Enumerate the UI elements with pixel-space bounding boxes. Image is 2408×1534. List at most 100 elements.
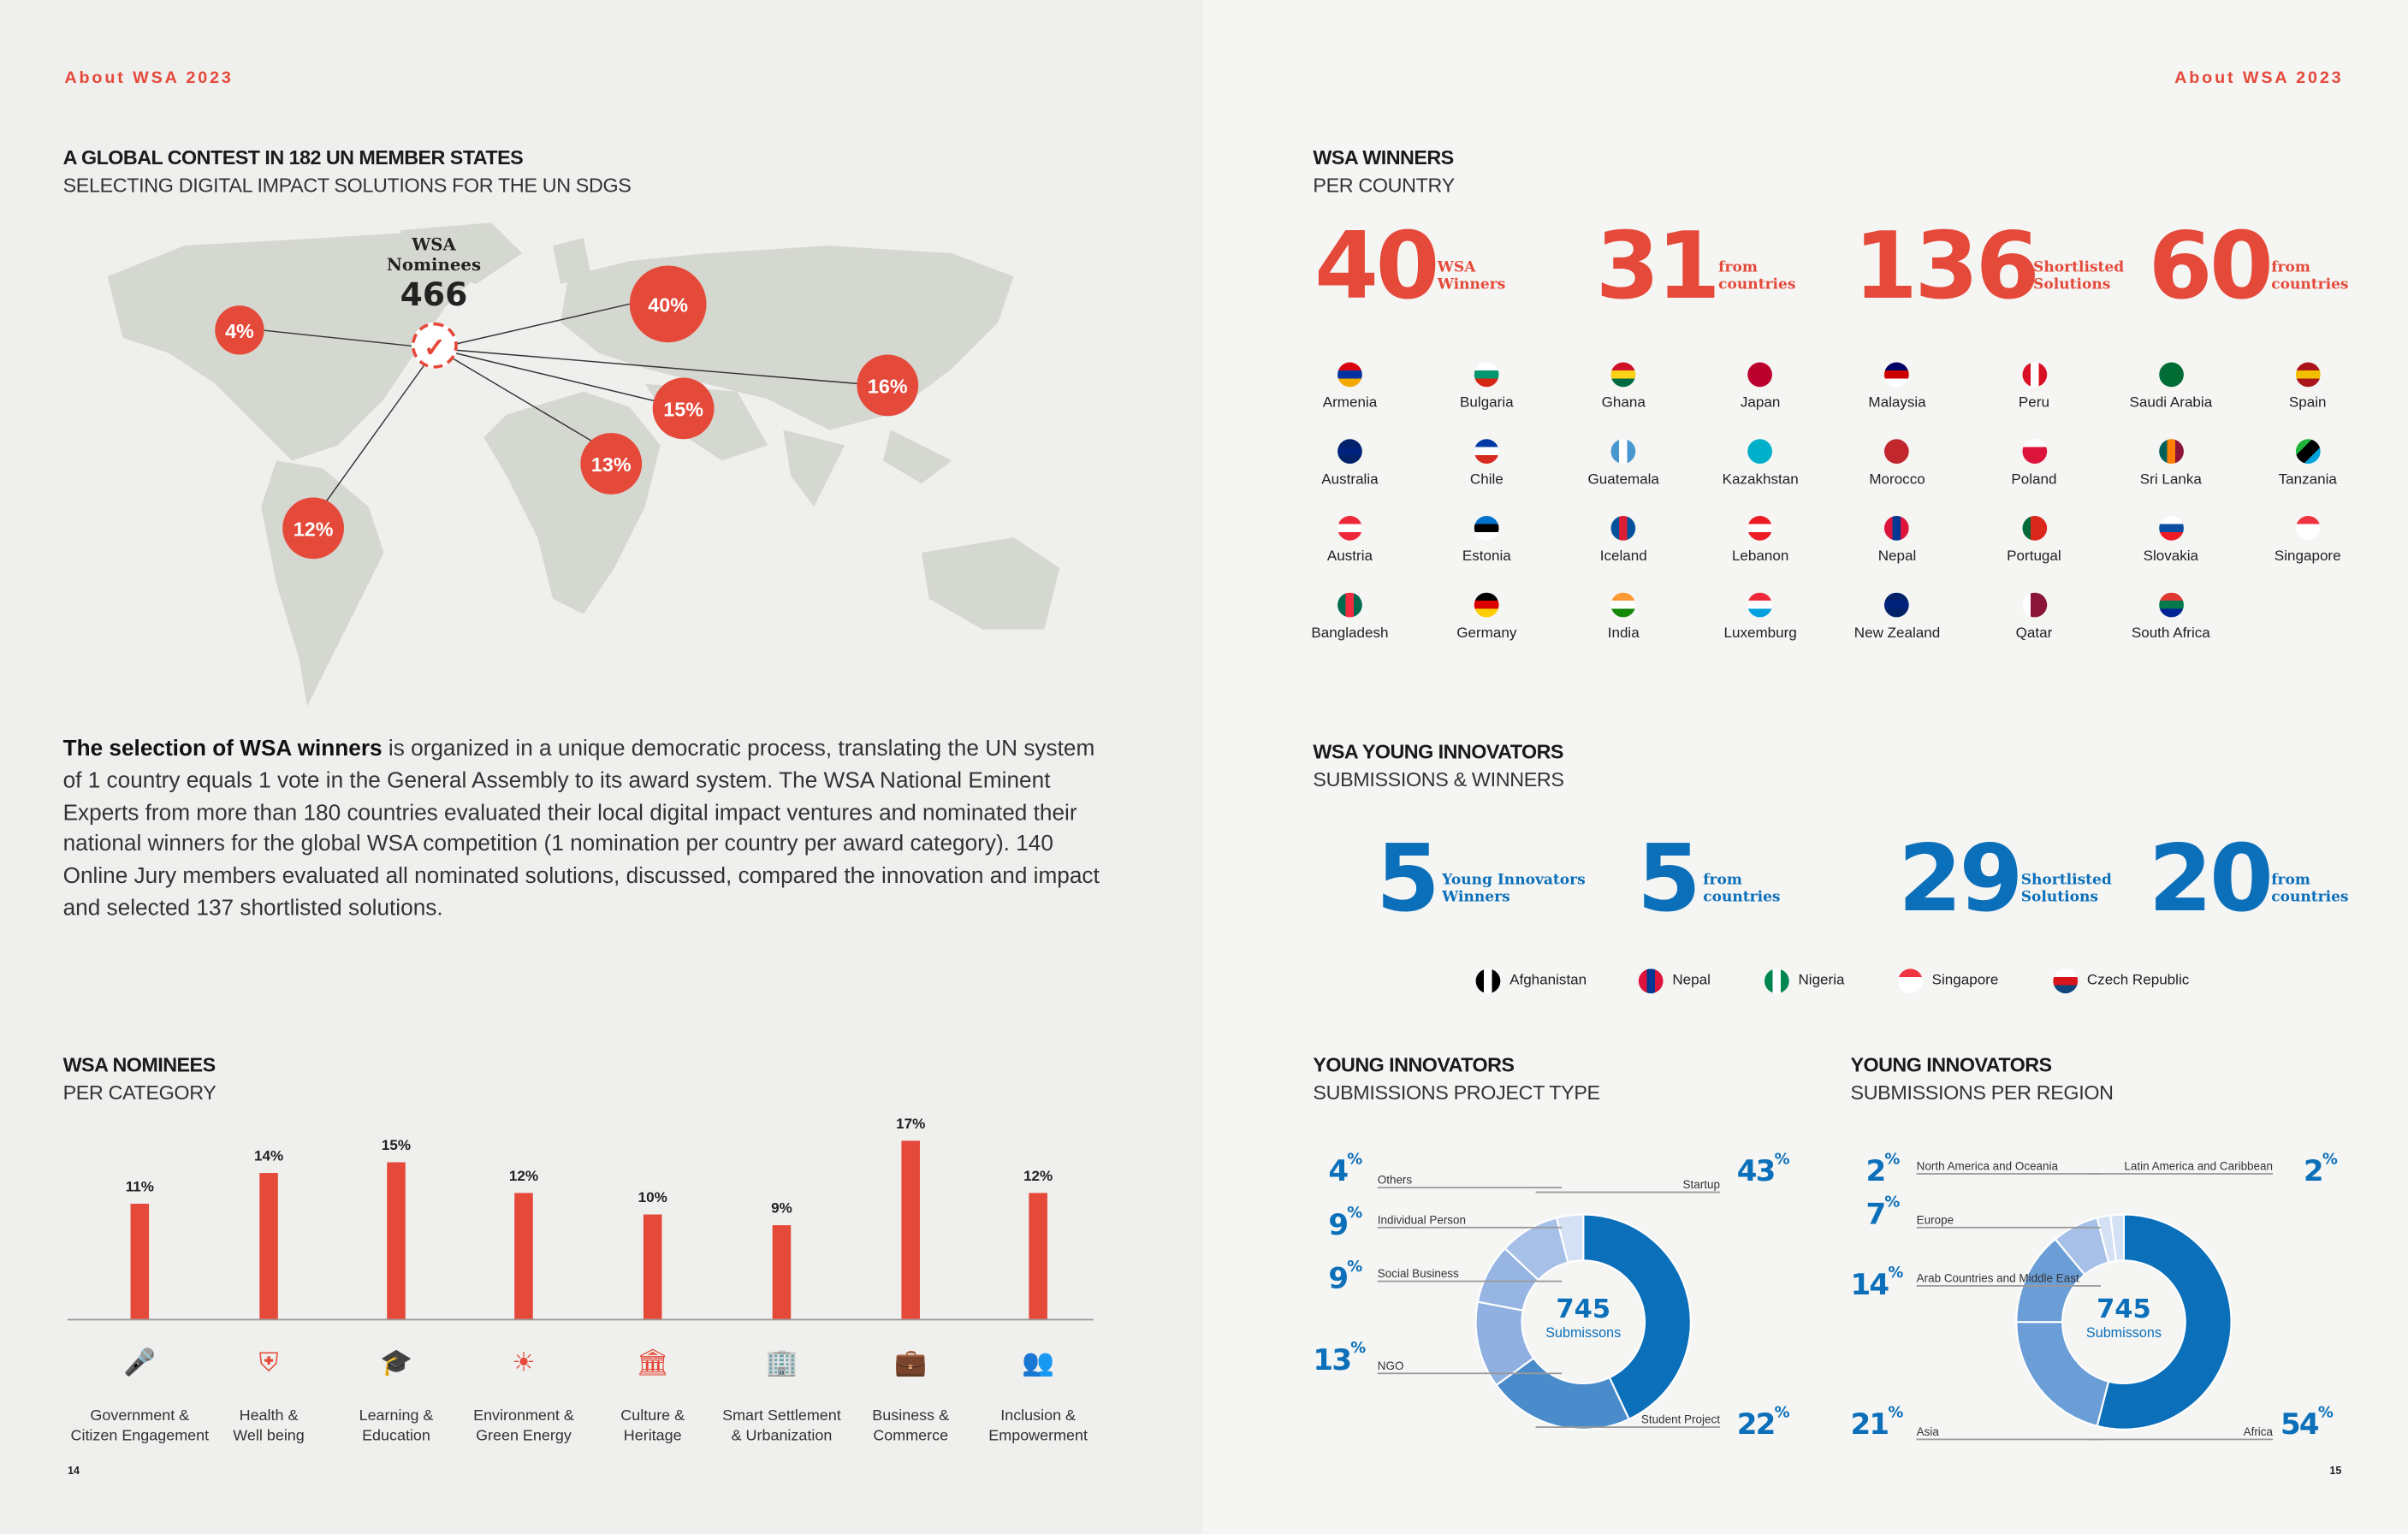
young-title: WSA YOUNG INNOVATORS — [1313, 739, 1563, 763]
paragraph-bold: The selection of WSA winners — [62, 737, 383, 762]
bar — [514, 1193, 533, 1319]
stat-label-line: Solutions — [2020, 889, 2098, 906]
country-name: Australia — [1321, 471, 1379, 489]
stat-label-line: Winners — [1437, 276, 1506, 293]
flag-estonia-icon — [1474, 515, 1499, 541]
donut-pct: 4% — [1328, 1152, 1362, 1189]
country-name: Kazakhstan — [1722, 471, 1799, 489]
country-name: Singapore — [2274, 548, 2341, 566]
country-name: Qatar — [2015, 625, 2053, 643]
donut-pct: 2% — [2304, 1151, 2338, 1188]
category-label-line: & Urbanization — [731, 1427, 833, 1444]
flag-japan-icon — [1747, 362, 1773, 388]
country-name: Slovakia — [2143, 548, 2199, 566]
country-name: Nepal — [1672, 971, 1711, 989]
page-subtitle: SELECTING DIGITAL IMPACT SOLUTIONS FOR T… — [62, 173, 632, 197]
bar-label: 15% — [381, 1137, 412, 1155]
people-check-icon: 👥 — [1022, 1347, 1055, 1377]
donut-pct: 9% — [1328, 1205, 1362, 1242]
flag-nepal-icon — [1884, 515, 1910, 541]
bar-label: 11% — [125, 1179, 154, 1197]
flag-czech-republic-icon — [2053, 968, 2079, 994]
percent-sign: % — [2322, 1151, 2338, 1169]
flag-germany-icon — [1474, 592, 1499, 618]
category-label-line: Business & — [872, 1407, 950, 1425]
region-pct-north-america: 4% — [215, 305, 264, 355]
nominees-subtitle: PER CATEGORY — [62, 1081, 216, 1105]
category-label: Culture & Heritage — [576, 1408, 729, 1447]
page-number: 14 — [67, 1466, 80, 1478]
country-name: Armenia — [1322, 394, 1378, 412]
briefcase-icon: 💼 — [894, 1347, 928, 1377]
flag-qatar-icon — [2021, 592, 2047, 618]
region-pct-latin-america: 12% — [282, 497, 344, 560]
country-name: Afghanistan — [1509, 971, 1587, 989]
category-label-line: Government & — [90, 1407, 190, 1425]
section-header: About WSA 2023 — [2174, 68, 2344, 88]
flag-slovakia-icon — [2158, 515, 2184, 541]
country-name: Guatemala — [1587, 471, 1659, 489]
category-label: Environment & Green Energy — [447, 1408, 600, 1447]
donut-pct-value: 4 — [1328, 1154, 1349, 1189]
country-name: Ghana — [1601, 394, 1646, 412]
flag-new-zealand-icon — [1884, 592, 1910, 618]
right-page: About WSA 2023 WSA WINNERS PER COUNTRY 4… — [1202, 0, 2408, 1534]
donut-pct: 54% — [2280, 1405, 2334, 1442]
flag-saudi-arabia-icon — [2158, 362, 2184, 388]
category-label: Government & Citizen Engagement — [63, 1408, 216, 1447]
percent-sign: % — [1347, 1205, 1362, 1223]
country-name: Iceland — [1599, 548, 1647, 566]
flag-singapore-icon — [1898, 968, 1923, 994]
stat-label-line: from — [1703, 872, 1742, 890]
flag-nepal-icon — [1638, 968, 1664, 994]
donut-slice-label: Social Business — [1377, 1267, 1563, 1282]
flag-austria-icon — [1337, 515, 1362, 541]
young-subtitle: SUBMISSIONS & WINNERS — [1313, 767, 1564, 791]
category-label-line: Citizen Engagement — [70, 1427, 210, 1444]
donut-pct: 7% — [1865, 1194, 1900, 1231]
stat-label: Shortlisted Solutions — [2021, 872, 2112, 905]
flag-nigeria-icon — [1764, 968, 1789, 994]
stat-label-line: Shortlisted — [2020, 872, 2112, 890]
country-name: Morocco — [1869, 471, 1925, 489]
stat-label: from countries — [2271, 259, 2348, 293]
stat-label-line: Young Innovators — [1442, 872, 1586, 890]
flag-lebanon-icon — [1747, 515, 1773, 541]
bar-label: 12% — [508, 1169, 539, 1187]
flag-poland-icon — [2021, 439, 2047, 464]
category-label-line: Health & — [239, 1407, 299, 1425]
donut-slice — [2108, 1213, 2126, 1263]
country-name: Tanzania — [2278, 471, 2337, 489]
donut-center-value: 745 — [1556, 1294, 1611, 1325]
paragraph-text: is organized in a unique democratic proc… — [62, 737, 1100, 921]
stat-label-line: from — [2271, 872, 2310, 890]
flag-luxemburg-icon — [1747, 592, 1773, 618]
stat-label-line: countries — [1718, 276, 1796, 293]
category-label: Business & Commerce — [833, 1408, 987, 1447]
percent-sign: % — [1884, 1151, 1900, 1169]
donut-slice-label: Africa — [2088, 1424, 2274, 1441]
country-name: Lebanon — [1731, 548, 1789, 566]
country-name: Sri Lanka — [2139, 471, 2202, 489]
flag-iceland-icon — [1610, 515, 1636, 541]
flag-morocco-icon — [1884, 439, 1910, 464]
bar-baseline — [67, 1318, 1094, 1321]
country-name: Estonia — [1462, 548, 1511, 566]
stat-label-line: from — [2271, 259, 2310, 277]
donut-slice-label: Startup — [1535, 1177, 1720, 1193]
bar — [772, 1224, 792, 1319]
donut-pct: 9% — [1328, 1259, 1362, 1296]
category-label-line: Empowerment — [988, 1427, 1088, 1444]
stat-value: 5 — [1637, 826, 1701, 934]
podium-icon: 🎤 — [123, 1347, 157, 1377]
country-name: Austria — [1326, 548, 1373, 566]
donut-slice-label: Latin America and Caribbean — [2088, 1159, 2274, 1175]
flag-armenia-icon — [1337, 362, 1362, 388]
flag-india-icon — [1610, 592, 1636, 618]
category-label: Learning & Education — [319, 1408, 472, 1447]
nominees-label: WSA — [412, 234, 456, 255]
bar — [901, 1141, 920, 1319]
donut-pct-value: 22 — [1736, 1407, 1776, 1442]
country-name: Czech Republic — [2086, 971, 2190, 989]
left-page: About WSA 2023 A GLOBAL CONTEST IN 182 U… — [0, 0, 1203, 1534]
